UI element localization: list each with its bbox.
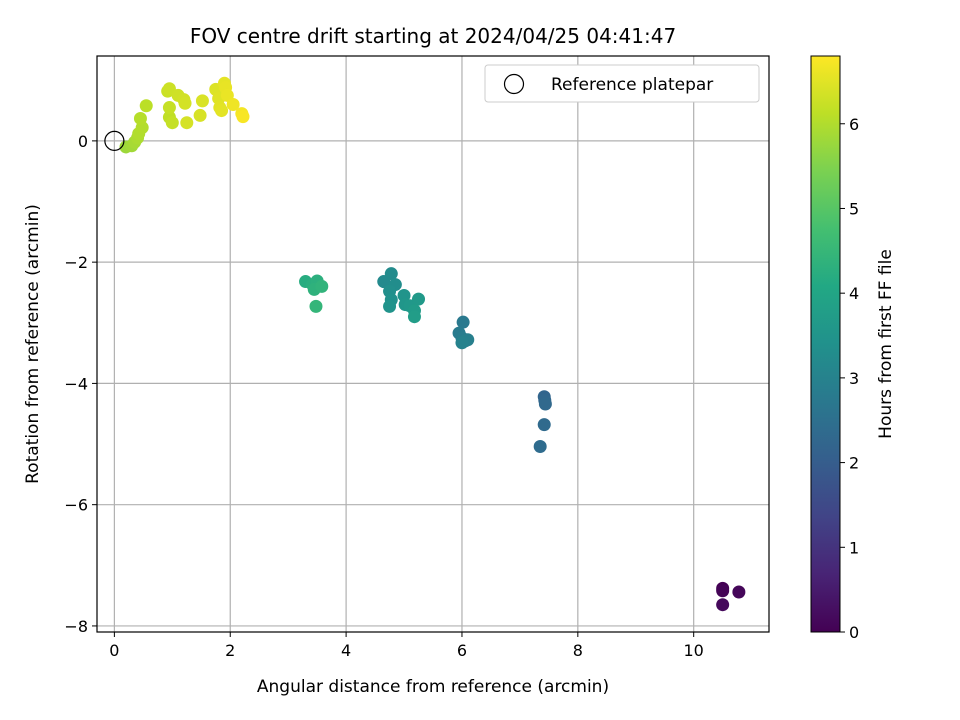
y-tick-label-0: 0 (78, 132, 88, 151)
data-point-32 (309, 299, 323, 313)
y-tick-label-4: −8 (64, 617, 88, 636)
y-axis-label: Rotation from reference (arcmin) (23, 204, 43, 484)
data-point-24 (412, 292, 426, 306)
data-point-55 (215, 104, 229, 118)
y-tick-label-2: −4 (64, 374, 88, 393)
data-point-39 (133, 111, 147, 125)
plot-frame (96, 55, 770, 633)
x-tick-label-0: 0 (109, 641, 119, 660)
data-point-48 (178, 96, 192, 110)
data-point-42 (165, 116, 179, 130)
data-point-9 (456, 315, 470, 329)
x-tick-label-3: 6 (457, 641, 467, 660)
reference-marker-group (104, 130, 125, 151)
data-point-8 (533, 439, 547, 453)
grid-lines (97, 56, 769, 632)
data-point-61 (236, 110, 250, 124)
colorbar-tick-label-6: 6 (849, 115, 859, 134)
y-tick-label-3: −6 (64, 496, 88, 515)
colorbar-tick-label-3: 3 (849, 369, 859, 388)
data-point-59 (226, 98, 240, 112)
y-axis-ticks: 0 −2 −4 −6 −8 (64, 132, 97, 636)
legend-box (484, 64, 760, 103)
colorbar-label: Hours from first FF file (876, 249, 896, 439)
data-point-20 (383, 299, 397, 313)
data-point-51 (195, 94, 209, 108)
x-tick-label-4: 8 (573, 641, 583, 660)
data-points (119, 76, 746, 612)
data-point-6 (538, 397, 552, 411)
data-point-14 (455, 336, 469, 350)
x-tick-label-1: 2 (225, 641, 235, 660)
x-axis-label: Angular distance from reference (arcmin) (257, 677, 609, 697)
legend: Reference platepar (484, 64, 760, 103)
colorbar-tick-label-5: 5 (849, 199, 859, 218)
y-tick-label-1: −2 (64, 253, 88, 272)
x-tick-label-2: 4 (341, 641, 351, 660)
legend-entry-reference: Reference platepar (551, 75, 713, 95)
data-point-1 (716, 584, 730, 598)
data-point-43 (162, 101, 176, 115)
colorbar-tick-label-1: 1 (849, 538, 859, 557)
colorbar: 0 1 2 3 4 5 6 Hours from first FF file (810, 55, 896, 642)
reference-platepar-marker (104, 130, 125, 151)
x-tick-label-5: 10 (684, 641, 704, 660)
data-point-31 (315, 279, 329, 293)
data-point-49 (180, 116, 194, 130)
x-axis-ticks: 0 2 4 6 8 10 (109, 632, 704, 660)
data-point-7 (537, 418, 551, 432)
data-point-2 (732, 585, 746, 599)
colorbar-tick-label-2: 2 (849, 454, 859, 473)
chart-title: FOV centre drift starting at 2024/04/25 … (190, 24, 676, 48)
data-point-3 (716, 598, 730, 612)
colorbar-tick-label-0: 0 (849, 623, 859, 642)
legend-reference-icon (503, 73, 525, 95)
colorbar-ticks: 0 1 2 3 4 5 6 (840, 115, 859, 642)
data-point-16 (384, 267, 398, 281)
data-point-26 (407, 310, 421, 324)
colorbar-tick-label-4: 4 (849, 284, 859, 303)
colorbar-gradient (810, 55, 841, 633)
data-point-50 (193, 108, 207, 122)
data-point-40 (139, 99, 153, 113)
